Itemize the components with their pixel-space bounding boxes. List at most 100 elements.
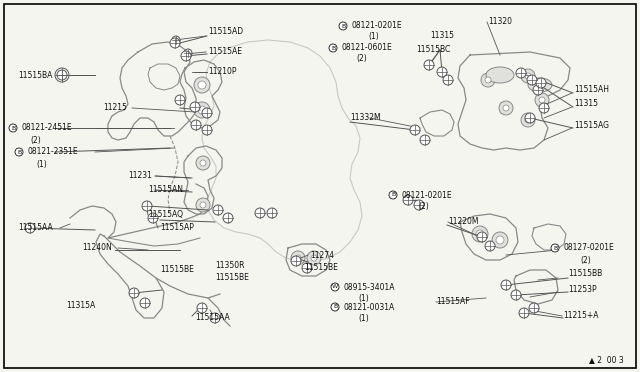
Text: B: B: [11, 125, 15, 131]
Circle shape: [15, 148, 23, 156]
Circle shape: [485, 241, 495, 251]
Circle shape: [191, 120, 201, 130]
Circle shape: [551, 244, 559, 252]
Circle shape: [496, 236, 504, 244]
Circle shape: [511, 290, 521, 300]
Text: 11253P: 11253P: [568, 285, 596, 294]
Circle shape: [142, 201, 152, 211]
Circle shape: [501, 280, 511, 290]
Circle shape: [424, 60, 434, 70]
Text: 11515BE: 11515BE: [304, 263, 338, 272]
Text: B: B: [331, 45, 335, 51]
Circle shape: [148, 213, 158, 223]
Circle shape: [194, 102, 210, 118]
Circle shape: [291, 251, 305, 265]
Circle shape: [477, 232, 487, 242]
Text: 11210P: 11210P: [208, 67, 237, 77]
Circle shape: [472, 226, 488, 242]
Circle shape: [339, 22, 347, 30]
Circle shape: [331, 283, 339, 291]
Text: 11515BB: 11515BB: [568, 269, 602, 279]
Circle shape: [519, 308, 529, 318]
Text: W: W: [332, 285, 338, 289]
Text: (1): (1): [36, 160, 47, 169]
Circle shape: [389, 191, 397, 199]
Circle shape: [196, 198, 210, 212]
Circle shape: [311, 255, 317, 261]
Circle shape: [198, 106, 206, 114]
Text: 11320: 11320: [488, 17, 512, 26]
Text: 11231: 11231: [128, 171, 152, 180]
Circle shape: [223, 213, 233, 223]
Text: (2): (2): [30, 135, 41, 144]
Text: 11515AN: 11515AN: [148, 186, 183, 195]
Circle shape: [184, 49, 192, 57]
Text: (2): (2): [418, 202, 429, 212]
Circle shape: [172, 36, 180, 44]
Text: 08121-0601E: 08121-0601E: [342, 44, 393, 52]
Text: 11315A: 11315A: [66, 301, 95, 310]
Circle shape: [410, 125, 420, 135]
Circle shape: [175, 95, 185, 105]
Text: 08127-0201E: 08127-0201E: [564, 244, 615, 253]
Circle shape: [196, 156, 210, 170]
Circle shape: [492, 232, 508, 248]
Circle shape: [529, 303, 539, 313]
Circle shape: [414, 200, 424, 210]
Circle shape: [202, 108, 212, 118]
Text: 11515AQ: 11515AQ: [148, 211, 183, 219]
Circle shape: [267, 208, 277, 218]
Text: 11515AA: 11515AA: [18, 224, 52, 232]
Text: (1): (1): [358, 314, 369, 324]
Text: 11315: 11315: [574, 99, 598, 109]
Text: 11274: 11274: [310, 250, 334, 260]
Circle shape: [25, 223, 35, 233]
Circle shape: [535, 93, 549, 107]
Circle shape: [255, 208, 265, 218]
Circle shape: [525, 113, 535, 123]
Circle shape: [525, 117, 531, 123]
Circle shape: [420, 135, 430, 145]
Text: 11240N: 11240N: [82, 244, 112, 253]
Circle shape: [481, 73, 495, 87]
Circle shape: [291, 256, 301, 266]
Text: 08121-0201E: 08121-0201E: [352, 22, 403, 31]
Text: (1): (1): [368, 32, 379, 42]
Circle shape: [443, 75, 453, 85]
Circle shape: [213, 205, 223, 215]
Circle shape: [485, 77, 491, 83]
Text: 11515BE: 11515BE: [160, 266, 194, 275]
Text: B: B: [17, 150, 21, 154]
Text: 11515AD: 11515AD: [208, 28, 243, 36]
Text: 11215+A: 11215+A: [563, 311, 598, 320]
Circle shape: [329, 44, 337, 52]
Text: B: B: [553, 246, 557, 250]
Circle shape: [9, 124, 17, 132]
Text: 08121-0031A: 08121-0031A: [344, 302, 396, 311]
Circle shape: [307, 251, 321, 265]
Text: 11515BA: 11515BA: [18, 71, 52, 80]
Text: 11332M: 11332M: [350, 113, 381, 122]
Circle shape: [503, 105, 509, 111]
Circle shape: [521, 113, 535, 127]
Circle shape: [200, 202, 206, 208]
Text: ▲ 2  00 3: ▲ 2 00 3: [589, 355, 624, 364]
Text: 11515AH: 11515AH: [574, 86, 609, 94]
Circle shape: [539, 103, 549, 113]
Circle shape: [198, 81, 206, 89]
Text: 11515BE: 11515BE: [215, 273, 249, 282]
Text: B: B: [391, 192, 395, 198]
Text: 08121-2451E: 08121-2451E: [22, 124, 72, 132]
Circle shape: [527, 75, 537, 85]
Circle shape: [302, 263, 312, 273]
Circle shape: [190, 102, 200, 112]
Circle shape: [403, 195, 413, 205]
Circle shape: [437, 67, 447, 77]
Circle shape: [200, 160, 206, 166]
Circle shape: [331, 303, 339, 311]
Text: (2): (2): [580, 256, 591, 264]
Text: B: B: [333, 305, 337, 310]
Text: 11515AA: 11515AA: [195, 314, 230, 323]
Ellipse shape: [528, 78, 552, 92]
Circle shape: [499, 101, 513, 115]
